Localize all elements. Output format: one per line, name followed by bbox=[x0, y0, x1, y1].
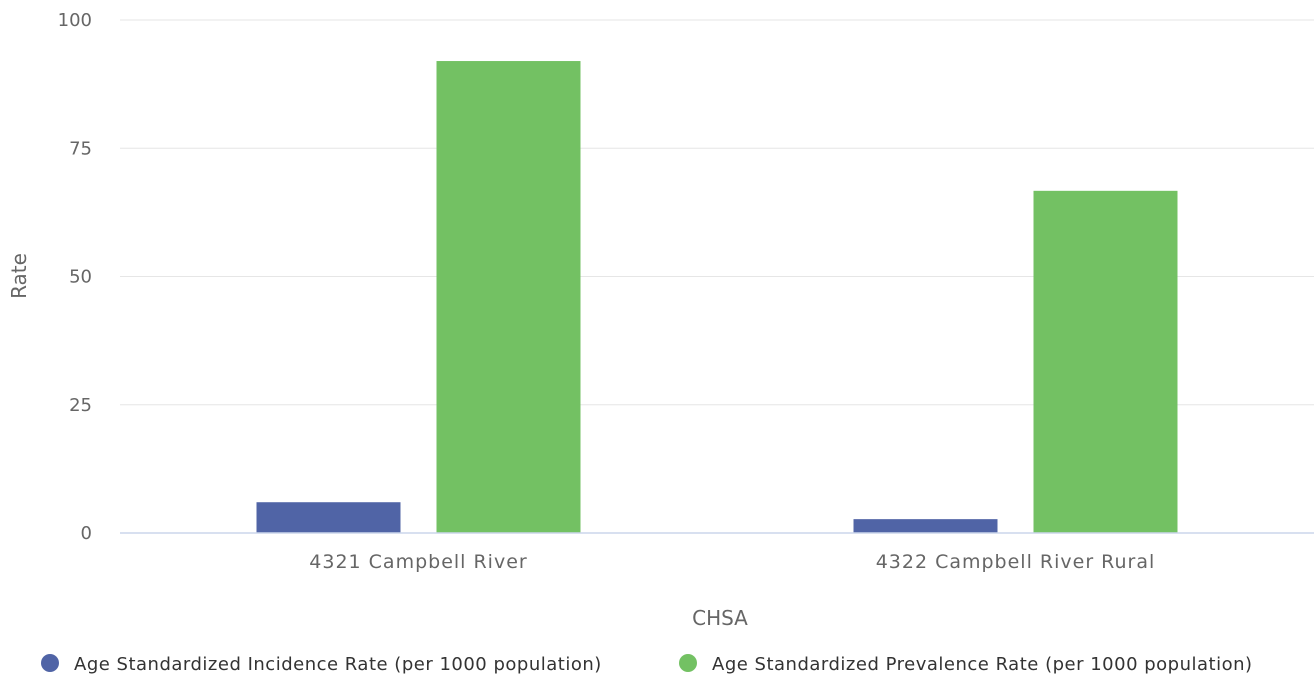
bar-prevalence-1[interactable] bbox=[436, 61, 581, 533]
legend-marker bbox=[41, 654, 59, 672]
bar-prevalence-2[interactable] bbox=[1033, 190, 1178, 534]
y-axis-ticks: 0 25 50 75 100 bbox=[58, 10, 92, 544]
y-axis-title: Rate bbox=[7, 253, 31, 299]
y-tick-label: 100 bbox=[58, 10, 92, 31]
legend-label: Age Standardized Incidence Rate (per 100… bbox=[74, 654, 602, 675]
legend-marker bbox=[679, 654, 697, 672]
legend: Age Standardized Incidence Rate (per 100… bbox=[41, 654, 1253, 675]
x-axis-title: CHSA bbox=[692, 606, 748, 630]
x-category-label: 4322 Campbell River Rural bbox=[876, 551, 1156, 573]
y-tick-label: 25 bbox=[69, 395, 92, 416]
x-axis-categories: 4321 Campbell River 4322 Campbell River R… bbox=[309, 551, 1156, 573]
y-tick-label: 50 bbox=[69, 267, 92, 288]
legend-label: Age Standardized Prevalence Rate (per 10… bbox=[712, 654, 1253, 675]
bar-incidence-1[interactable] bbox=[256, 502, 401, 533]
y-tick-label: 75 bbox=[69, 138, 92, 159]
bars bbox=[256, 61, 1178, 534]
legend-item-incidence[interactable]: Age Standardized Incidence Rate (per 100… bbox=[41, 654, 602, 675]
bar-incidence-2[interactable] bbox=[853, 519, 998, 533]
x-category-label: 4321 Campbell River bbox=[309, 551, 527, 573]
legend-item-prevalence[interactable]: Age Standardized Prevalence Rate (per 10… bbox=[679, 654, 1253, 675]
y-tick-label: 0 bbox=[81, 523, 92, 544]
